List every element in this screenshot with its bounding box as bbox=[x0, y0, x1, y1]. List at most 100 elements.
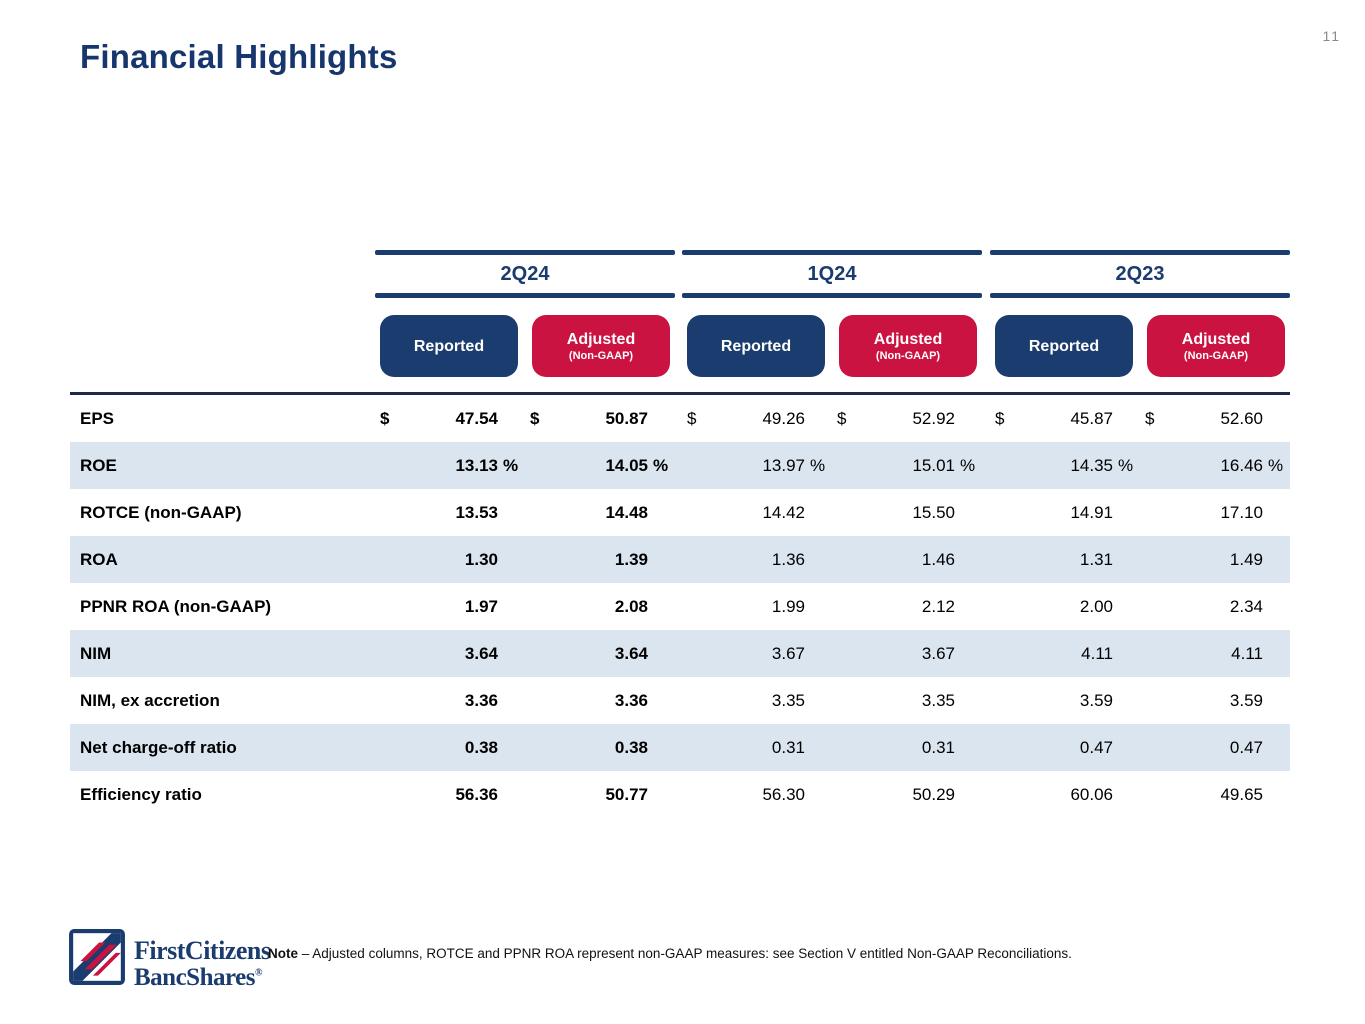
value-cell: 1.97 bbox=[375, 583, 525, 630]
value-cell: $45.87 bbox=[990, 395, 1140, 442]
period-group-2q23: 2Q23 Reported Adjusted (Non-GAAP) bbox=[990, 250, 1290, 377]
adjusted-pill: Adjusted (Non-GAAP) bbox=[839, 315, 977, 377]
cell-value: 2.34 bbox=[1229, 596, 1263, 616]
percent-sign: % bbox=[503, 455, 519, 475]
value-cell: $52.60 bbox=[1140, 395, 1290, 442]
page-title: Financial Highlights bbox=[80, 38, 398, 75]
dollar-sign: $ bbox=[995, 408, 1005, 428]
dollar-sign: $ bbox=[380, 408, 390, 428]
value-cell: 2.34 bbox=[1140, 583, 1290, 630]
value-cell: 3.64 bbox=[375, 630, 525, 677]
value-cell: 0.38 bbox=[525, 724, 675, 771]
value-cell: 50.29 bbox=[832, 771, 982, 818]
value-cell: 60.06 bbox=[990, 771, 1140, 818]
value-cell: 2.08 bbox=[525, 583, 675, 630]
value-cell: 1.39 bbox=[525, 536, 675, 583]
value-cell: $52.92 bbox=[832, 395, 982, 442]
period-label: 2Q23 bbox=[1115, 263, 1165, 285]
cell-value: 0.31 bbox=[771, 737, 805, 757]
value-cell: 14.35% bbox=[990, 442, 1140, 489]
percent-sign: % bbox=[653, 455, 669, 475]
cell-value: 0.47 bbox=[1079, 737, 1113, 757]
cell-value: 4.11 bbox=[1081, 643, 1113, 663]
divider-line bbox=[375, 293, 675, 298]
cell-value: 1.46 bbox=[921, 549, 955, 569]
cell-value: 3.35 bbox=[771, 690, 805, 710]
divider-line bbox=[375, 250, 675, 255]
cell-value: 56.36 bbox=[455, 784, 498, 804]
value-cell: 0.31 bbox=[832, 724, 982, 771]
row-label: Efficiency ratio bbox=[80, 784, 202, 804]
row-label: ROE bbox=[80, 455, 117, 475]
row-label: ROA bbox=[80, 549, 118, 569]
value-cell: 1.49 bbox=[1140, 536, 1290, 583]
value-cell: 1.30 bbox=[375, 536, 525, 583]
cell-value: 3.35 bbox=[921, 690, 955, 710]
percent-sign: % bbox=[1268, 455, 1284, 475]
cell-value: 49.65 bbox=[1220, 784, 1263, 804]
percent-sign: % bbox=[810, 455, 826, 475]
divider-line bbox=[682, 293, 982, 298]
cell-value: 3.64 bbox=[464, 643, 498, 663]
cell-value: 4.11 bbox=[1231, 643, 1263, 663]
financial-highlights-table: EPS $47.54 $50.87 $49.26 $52.92 $45.87 $52.60 R… bbox=[70, 392, 1290, 818]
period-group-1q24: 1Q24 Reported Adjusted (Non-GAAP) bbox=[682, 250, 982, 377]
cell-value: 17.10 bbox=[1220, 502, 1263, 522]
registered-mark: ® bbox=[254, 967, 262, 979]
cell-value: 1.99 bbox=[771, 596, 805, 616]
divider-line bbox=[990, 293, 1290, 298]
cell-value: 2.00 bbox=[1079, 596, 1113, 616]
logo-line2: BancShares® bbox=[134, 963, 262, 991]
table-row-roa: ROA 1.30 1.39 1.36 1.46 1.31 1.49 bbox=[70, 536, 1290, 583]
reported-pill: Reported bbox=[687, 315, 825, 377]
cell-value: 0.38 bbox=[464, 737, 498, 757]
value-cell: $50.87 bbox=[525, 395, 675, 442]
dollar-sign: $ bbox=[1145, 408, 1155, 428]
value-cell: 56.30 bbox=[682, 771, 832, 818]
period-label: 2Q24 bbox=[500, 263, 550, 285]
table-row-nim-ex-accretion: NIM, ex accretion 3.36 3.36 3.35 3.35 3.59 3.5… bbox=[70, 677, 1290, 724]
table-row-nim: NIM 3.64 3.64 3.67 3.67 4.11 4.11 bbox=[70, 630, 1290, 677]
cell-value: 1.30 bbox=[464, 549, 498, 569]
table-row-efficiency-ratio: Efficiency ratio 56.36 50.77 56.30 50.29 60.0… bbox=[70, 771, 1290, 818]
cell-value: 56.30 bbox=[762, 784, 805, 804]
value-cell: $47.54 bbox=[375, 395, 525, 442]
cell-value: 1.39 bbox=[614, 549, 648, 569]
row-label: NIM, ex accretion bbox=[80, 690, 220, 710]
period-header-groups: 2Q24 Reported Adjusted (Non-GAAP) 1Q24 R… bbox=[70, 250, 1290, 382]
value-cell: 3.36 bbox=[375, 677, 525, 724]
footnote-text: – Adjusted columns, ROTCE and PPNR ROA r… bbox=[301, 946, 1072, 961]
table-row-eps: EPS $47.54 $50.87 $49.26 $52.92 $45.87 $52.60 bbox=[70, 395, 1290, 442]
value-cell: 56.36 bbox=[375, 771, 525, 818]
value-cell: 3.35 bbox=[682, 677, 832, 724]
value-cell: 17.10 bbox=[1140, 489, 1290, 536]
cell-value: 0.31 bbox=[921, 737, 955, 757]
pill-row: Reported Adjusted (Non-GAAP) bbox=[375, 298, 675, 377]
divider-line bbox=[682, 250, 982, 255]
value-cell: 0.38 bbox=[375, 724, 525, 771]
cell-value: 60.06 bbox=[1070, 784, 1113, 804]
cell-value: 3.36 bbox=[614, 690, 648, 710]
cell-value: 52.60 bbox=[1220, 408, 1263, 428]
firstcitizens-logo-text: FirstCitizens BancShares® bbox=[134, 928, 271, 991]
value-cell: 3.67 bbox=[682, 630, 832, 677]
cell-value: 13.53 bbox=[455, 502, 498, 522]
value-cell: 2.00 bbox=[990, 583, 1140, 630]
row-label: ROTCE (non-GAAP) bbox=[80, 502, 242, 522]
value-cell: 1.31 bbox=[990, 536, 1140, 583]
cell-value: 3.67 bbox=[921, 643, 955, 663]
row-label: Net charge-off ratio bbox=[80, 737, 237, 757]
value-cell: 3.59 bbox=[990, 677, 1140, 724]
cell-value: 0.38 bbox=[614, 737, 648, 757]
cell-value: 3.67 bbox=[771, 643, 805, 663]
divider-line bbox=[990, 250, 1290, 255]
period-label: 1Q24 bbox=[807, 263, 857, 285]
cell-value: 14.91 bbox=[1070, 502, 1113, 522]
cell-value: 14.48 bbox=[605, 502, 648, 522]
cell-value: 50.77 bbox=[605, 784, 648, 804]
value-cell: 3.59 bbox=[1140, 677, 1290, 724]
value-cell: 16.46% bbox=[1140, 442, 1290, 489]
reported-pill: Reported bbox=[995, 315, 1133, 377]
cell-value: 16.46 bbox=[1220, 455, 1263, 475]
value-cell: 0.47 bbox=[990, 724, 1140, 771]
